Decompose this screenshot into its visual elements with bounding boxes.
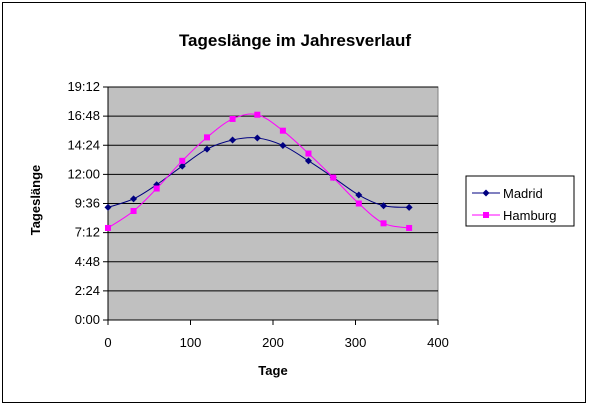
data-point: [130, 207, 137, 214]
data-point: [130, 195, 138, 203]
chart-title: Tageslänge im Jahresverlauf: [179, 31, 411, 50]
data-point: [204, 134, 210, 141]
y-tick-label: 4:48: [75, 254, 100, 269]
x-axis-title: Tage: [258, 363, 287, 378]
x-axis-ticks: 0 100 200 300 400: [104, 320, 449, 350]
y-tick-label: 16:48: [67, 108, 100, 123]
legend-marker: [483, 212, 489, 218]
data-point: [254, 111, 261, 118]
data-point: [203, 145, 211, 153]
data-point: [355, 200, 362, 207]
y-tick-label: 9:36: [75, 196, 100, 211]
data-point: [229, 136, 237, 144]
legend-marker: [482, 189, 490, 197]
y-tick-label: 0:00: [75, 312, 100, 327]
data-point: [253, 134, 261, 142]
x-tick-label: 100: [180, 335, 202, 350]
data-point: [279, 127, 286, 134]
x-tick-label: 300: [345, 335, 367, 350]
x-tick-label: 200: [262, 335, 284, 350]
data-point: [330, 174, 337, 181]
data-point: [104, 203, 112, 211]
data-point: [178, 162, 186, 170]
data-point: [304, 157, 312, 165]
y-tick-label: 12:00: [67, 166, 100, 181]
data-point: [105, 224, 111, 231]
legend-item-madrid: Madrid: [472, 186, 543, 201]
legend-label: Hamburg: [503, 208, 556, 223]
y-tick-label: 19:12: [67, 79, 100, 94]
y-tick-label: 14:24: [67, 137, 100, 152]
legend-item-hamburg: Hamburg: [472, 208, 556, 223]
series-madrid: [104, 134, 413, 211]
y-axis-title: Tageslänge: [28, 165, 43, 236]
data-point: [153, 185, 160, 192]
data-point: [406, 224, 413, 231]
data-point: [355, 191, 363, 199]
data-point: [305, 150, 312, 157]
data-point: [380, 202, 388, 210]
y-tick-label: 2:24: [75, 283, 100, 298]
data-point: [380, 220, 387, 227]
legend: Madrid Hamburg: [465, 175, 575, 227]
x-tick-label: 0: [104, 335, 111, 350]
x-tick-label: 400: [427, 335, 449, 350]
data-point: [279, 141, 287, 149]
y-tick-label: 7:12: [75, 225, 100, 240]
series-hamburg: [105, 111, 413, 231]
data-point: [179, 157, 186, 164]
data-point: [229, 115, 236, 122]
series-layer: [104, 111, 413, 231]
y-axis-ticks: 0:00 2:24 4:48 7:12 9:36 12:00 14:24 16:48 19:12: [67, 79, 108, 327]
data-point: [405, 203, 413, 211]
legend-label: Madrid: [503, 186, 543, 201]
